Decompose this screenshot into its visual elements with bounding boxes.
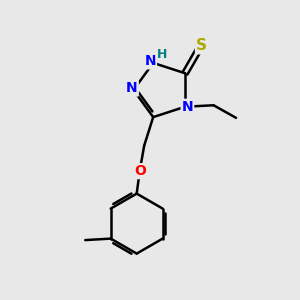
Text: N: N: [182, 100, 193, 114]
Text: N: N: [144, 54, 156, 68]
Text: O: O: [134, 164, 146, 178]
Text: N: N: [126, 82, 138, 95]
Text: S: S: [196, 38, 207, 53]
Text: H: H: [156, 48, 167, 61]
